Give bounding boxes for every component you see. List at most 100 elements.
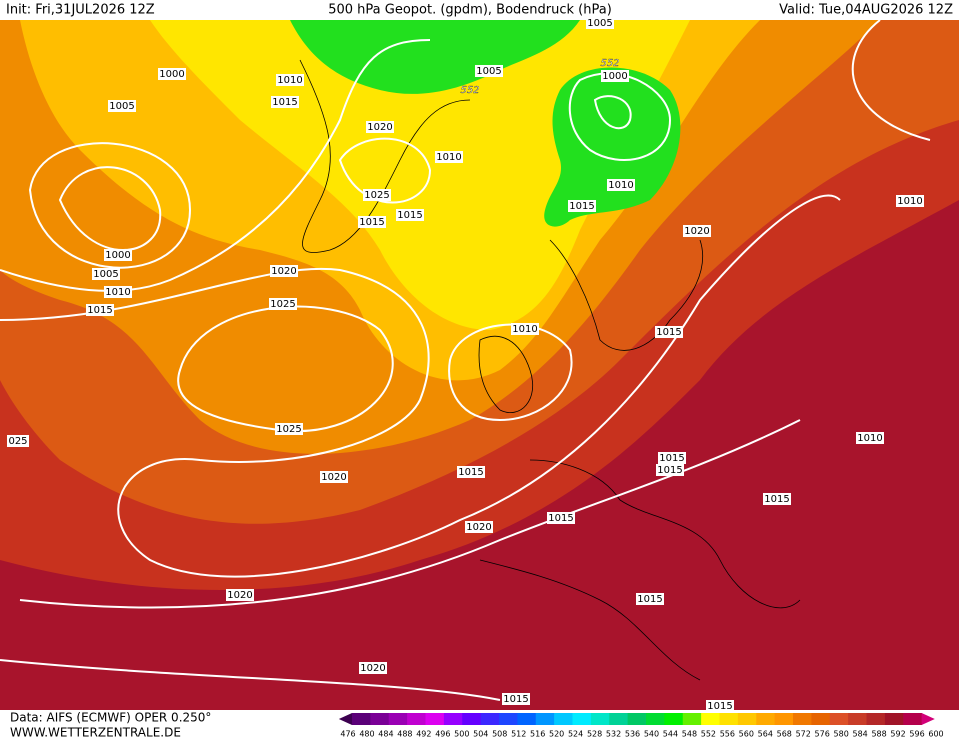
isobar-label-box (358, 216, 386, 228)
colorbar-arrow-right (921, 713, 935, 725)
isobar-label-box (7, 435, 29, 447)
colorbar-cell (664, 713, 684, 725)
colorbar-cell (774, 713, 794, 725)
isobar-label-box (86, 304, 114, 316)
colorbar-cell (682, 713, 702, 725)
isobar-label-box (457, 466, 485, 478)
isobar-label: 1015 (87, 305, 112, 316)
map-title: 500 hPa Geopot. (gpdm), Bodendruck (hPa) (328, 3, 612, 18)
colorbar-cell (646, 713, 665, 725)
isobar-label: 1015 (397, 210, 422, 221)
colorbar-label: 568 (777, 730, 792, 739)
website: WWW.WETTERZENTRALE.DE (10, 726, 181, 740)
isobar-label-box (104, 286, 132, 298)
isobar-label-box (568, 200, 596, 212)
map (0, 19, 959, 710)
colorbar-cell (480, 713, 500, 725)
init-time: Init: Fri,31JUL2026 12Z (6, 3, 155, 18)
colorbar-cell (499, 713, 518, 725)
isobar-label-box (366, 121, 394, 133)
colorbar-cell (903, 713, 923, 725)
colorbar-cell (866, 713, 886, 725)
colorbar-cell (443, 713, 463, 725)
colorbar-cell (352, 713, 371, 725)
isobar-label: 025 (8, 436, 27, 447)
isobar-label: 1015 (359, 217, 384, 228)
isobar-label-box (655, 326, 683, 338)
field-552-low (544, 67, 681, 227)
isobar-label: 1020 (466, 522, 491, 533)
isobar-label: 1005 (93, 269, 118, 280)
isobar-label: 1015 (503, 694, 528, 705)
colorbar-label: 480 (359, 730, 374, 739)
isobar-label-box (856, 432, 884, 444)
colorbar-label: 488 (397, 730, 412, 739)
isobar-label: 1005 (109, 101, 134, 112)
colorbar-cell (848, 713, 867, 725)
isobar-label-box (226, 589, 254, 601)
isobar-label: 1010 (857, 433, 882, 444)
colorbar-cell (701, 713, 720, 725)
isobar-label: 1015 (637, 594, 662, 605)
colorbar-label: 512 (511, 730, 526, 739)
isobar-label-box (269, 298, 297, 310)
colorbar-cell (737, 713, 757, 725)
colorbar-label: 588 (871, 730, 886, 739)
isobar-label: 1000 (159, 69, 184, 80)
isobar-label-box (607, 179, 635, 191)
isobar-label-box (270, 265, 298, 277)
colorbar-cell (535, 713, 555, 725)
isobar-label: 1015 (707, 701, 732, 712)
isobar-label-box (683, 225, 711, 237)
isobar-label-box (359, 662, 387, 674)
colorbar-cell (572, 713, 592, 725)
isobar-label: 1010 (512, 324, 537, 335)
colorbar-label: 572 (796, 730, 811, 739)
colorbar-label: 596 (909, 730, 924, 739)
colorbar-label: 576 (815, 730, 830, 739)
colorbar-cell (388, 713, 408, 725)
isobar-label-box (547, 512, 575, 524)
isobar-label: 1025 (270, 299, 295, 310)
isobar-label-box (511, 323, 539, 335)
colorbar-label: 592 (890, 730, 905, 739)
isobar-label: 1015 (657, 465, 682, 476)
isobar-label: 1010 (277, 75, 302, 86)
colorbar-label: 516 (530, 730, 545, 739)
height-label: 552 (600, 58, 619, 69)
isobar-label: 1020 (360, 663, 385, 674)
isobar-label: 1000 (105, 250, 130, 261)
colorbar-cell (756, 713, 776, 725)
isobar-label-box (636, 593, 664, 605)
colorbar-cell (609, 713, 629, 725)
isobar-label: 1015 (659, 453, 684, 464)
colorbar-cell (793, 713, 812, 725)
isobar-label: 1010 (608, 180, 633, 191)
isobar-label-box (108, 100, 136, 112)
colorbar-cell (554, 713, 573, 725)
colorbar-cell (811, 713, 831, 725)
colorbar-label: 500 (454, 730, 469, 739)
isobar-label: 1015 (764, 494, 789, 505)
colorbar-cell (370, 713, 390, 725)
isobar-label-box (896, 195, 924, 207)
valid-time: Valid: Tue,04AUG2026 12Z (779, 3, 953, 18)
colorbar-label: 544 (663, 730, 678, 739)
isobar-label: 1005 (476, 66, 501, 77)
colorbar-label: 476 (340, 730, 355, 739)
colorbar-label: 560 (739, 730, 754, 739)
coastlines (299, 59, 801, 681)
colorbar-label: 584 (852, 730, 867, 739)
isobar-label-box (275, 423, 303, 435)
isobar-label-box (601, 70, 629, 82)
colorbar-label: 556 (720, 730, 735, 739)
isobar-label: 1010 (436, 152, 461, 163)
colorbar-label: 520 (549, 730, 564, 739)
isobar-label-box (104, 249, 132, 261)
colorbar-label: 484 (378, 730, 393, 739)
isobar-label-box (586, 17, 614, 29)
isobar-label: 1015 (458, 467, 483, 478)
isobar-label: 1020 (684, 226, 709, 237)
